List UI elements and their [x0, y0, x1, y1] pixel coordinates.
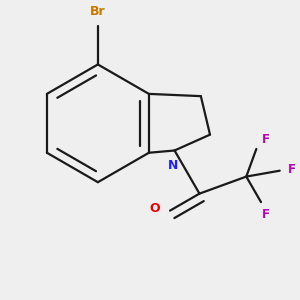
Text: N: N	[168, 159, 178, 172]
Text: O: O	[149, 202, 160, 215]
Text: F: F	[288, 163, 296, 176]
Text: Br: Br	[90, 5, 106, 18]
Text: F: F	[261, 134, 269, 146]
Text: F: F	[262, 208, 269, 221]
